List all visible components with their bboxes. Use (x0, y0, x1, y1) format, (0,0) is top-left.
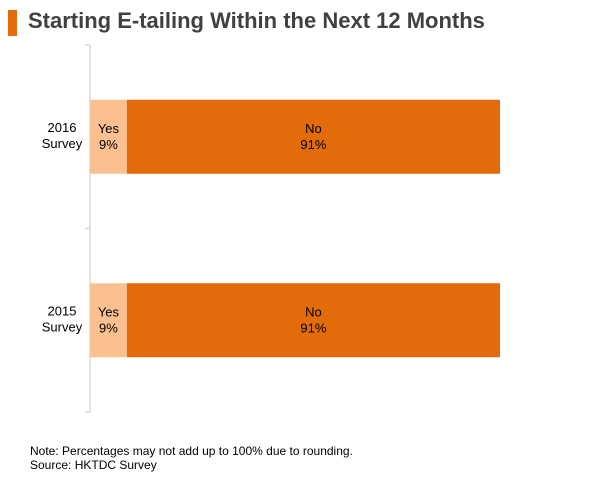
bar-segment-yes (90, 283, 127, 358)
bar-series-label: Yes (98, 304, 120, 319)
bar-segment-no (126, 283, 501, 358)
category-label: 2016 Survey (42, 120, 83, 151)
bar-series-label: No (305, 304, 322, 319)
bar-series-label: Yes (98, 121, 120, 136)
category-label-line: 2016 (48, 120, 77, 135)
category-label-line: 2015 (48, 303, 77, 318)
bar-value-label: 91% (300, 137, 326, 152)
bar-series-label: No (305, 121, 322, 136)
bar-segment-no (126, 99, 501, 174)
source-note: Source: HKTDC Survey (30, 458, 157, 472)
bar-value-label: 9% (99, 320, 118, 335)
category-label: 2015 Survey (42, 303, 83, 334)
bar-segment-yes (90, 99, 127, 174)
bar-value-label: 9% (99, 137, 118, 152)
category-label-line: Survey (42, 319, 83, 334)
title-accent-bar (8, 10, 17, 36)
footnote: Note: Percentages may not add up to 100%… (30, 444, 353, 458)
category-label-line: Survey (42, 136, 83, 151)
chart-title: Starting E-tailing Within the Next 12 Mo… (28, 8, 485, 33)
bar-value-label: 91% (300, 320, 326, 335)
